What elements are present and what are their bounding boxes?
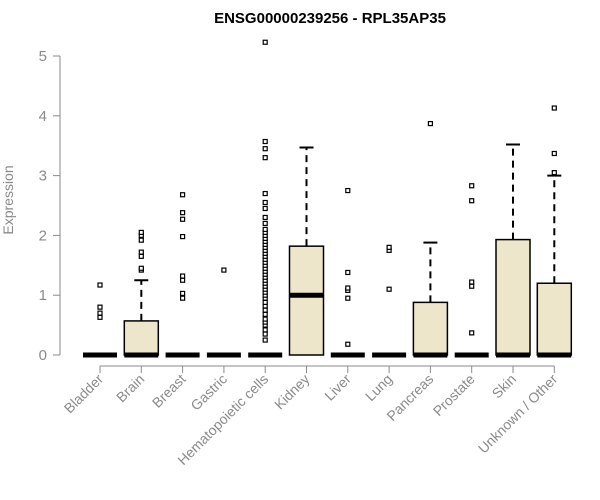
- x-tick-label: Liver: [321, 371, 354, 404]
- y-axis-label: Expression: [0, 165, 16, 234]
- y-tick-label: 0: [39, 347, 47, 364]
- outlier-point: [262, 299, 268, 305]
- outlier-point: [551, 150, 557, 157]
- box-group: [83, 282, 117, 358]
- outlier-point: [97, 304, 103, 310]
- x-tick-label: Lung: [362, 371, 395, 404]
- box: [536, 282, 573, 356]
- box-group: [495, 143, 531, 358]
- outlier-point: [262, 146, 268, 152]
- outlier-point: [345, 341, 351, 347]
- y-tick-label: 1: [39, 287, 47, 304]
- outlier-point: [345, 295, 351, 301]
- box: [495, 238, 531, 356]
- box-group: [206, 267, 241, 358]
- outlier-point: [262, 199, 268, 206]
- outlier-point: [180, 273, 186, 279]
- x-tick-label: Kidney: [271, 371, 313, 413]
- x-tick-label: Prostate: [430, 371, 478, 419]
- outlier-point: [180, 295, 186, 301]
- outlier-point: [262, 327, 268, 333]
- x-tick-label: Brain: [113, 371, 147, 405]
- outlier-point: [551, 105, 557, 111]
- outlier-point: [262, 337, 268, 343]
- box: [123, 320, 160, 356]
- box-group: [248, 39, 283, 358]
- box-group: [412, 120, 449, 358]
- outlier-point: [469, 330, 475, 336]
- outlier-point: [469, 279, 475, 285]
- outlier-point: [262, 226, 268, 233]
- y-tick-label: 4: [39, 108, 47, 125]
- x-tick-label: Skin: [489, 371, 520, 402]
- outlier-point: [138, 229, 144, 236]
- outlier-point: [469, 283, 475, 289]
- box: [288, 245, 325, 356]
- outlier-point: [262, 316, 268, 322]
- x-tick-label: Breast: [149, 371, 189, 411]
- chart-title: ENSG00000239256 - RPL35AP35: [214, 10, 446, 27]
- box-group: [123, 229, 160, 358]
- outlier-point: [386, 286, 392, 292]
- plot-area: [83, 39, 573, 358]
- outlier-point: [262, 39, 268, 45]
- outlier-point: [262, 214, 268, 221]
- outlier-point: [386, 244, 392, 250]
- outlier-point: [97, 310, 103, 316]
- outlier-point: [262, 220, 268, 227]
- box: [412, 301, 449, 356]
- box-group: [372, 244, 407, 358]
- outlier-point: [221, 267, 227, 273]
- outlier-point: [180, 277, 186, 283]
- outlier-point: [345, 285, 351, 291]
- outlier-point: [262, 155, 268, 161]
- outlier-point: [180, 216, 186, 222]
- outlier-point: [262, 331, 268, 337]
- outlier-point: [262, 190, 268, 197]
- x-tick-label: Bladder: [61, 371, 107, 417]
- outlier-point: [138, 265, 144, 271]
- y-tick-label: 3: [39, 168, 47, 185]
- outlier-point: [427, 120, 433, 127]
- outlier-point: [138, 237, 144, 243]
- outlier-point: [138, 249, 144, 255]
- outlier-point: [262, 205, 268, 212]
- outlier-point: [97, 314, 103, 320]
- outlier-point: [180, 233, 186, 240]
- box-group: [165, 192, 200, 358]
- outlier-point: [262, 311, 268, 317]
- outlier-point: [180, 290, 186, 297]
- outlier-point: [97, 282, 103, 288]
- outlier-point: [469, 183, 475, 189]
- outlier-point: [180, 192, 186, 198]
- outlier-point: [138, 253, 144, 259]
- box-group: [536, 105, 573, 358]
- y-tick-label: 5: [39, 48, 47, 65]
- box-group: [330, 187, 365, 358]
- y-axis: 0 1 2 3 4 5: [39, 48, 61, 364]
- outlier-point: [345, 269, 351, 276]
- outlier-point: [345, 187, 351, 194]
- y-tick-label: 2: [39, 227, 47, 244]
- box-group: [454, 183, 489, 358]
- outlier-point: [180, 210, 186, 216]
- outlier-point: [262, 307, 268, 313]
- outlier-point: [469, 198, 475, 204]
- box-group: [288, 146, 325, 356]
- outlier-point: [262, 138, 268, 145]
- outlier-point: [551, 170, 557, 176]
